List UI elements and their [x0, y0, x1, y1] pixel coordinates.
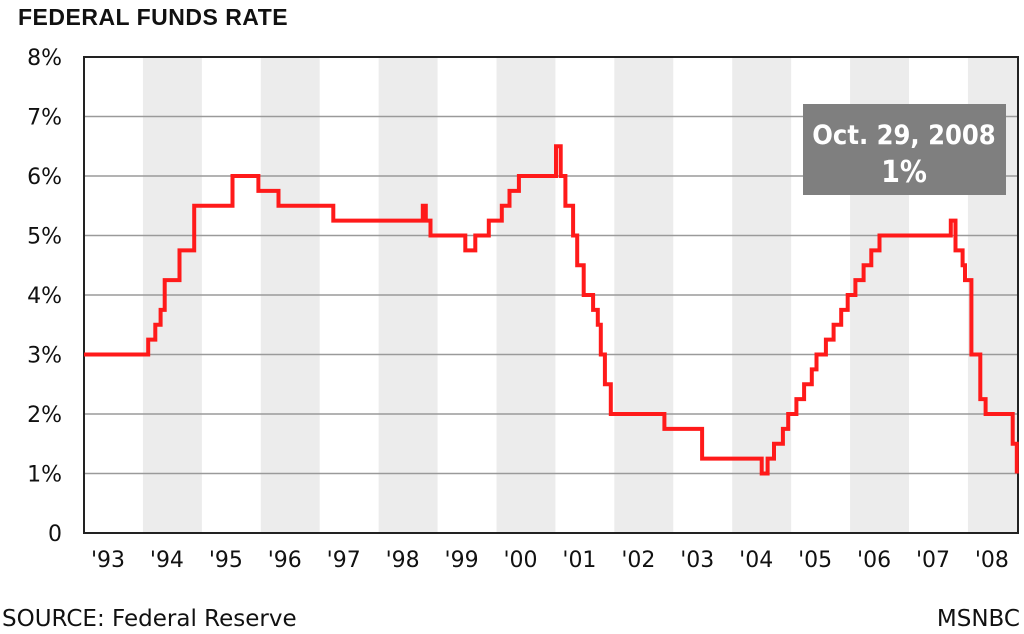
series-line-federal-funds-rate — [84, 144, 1019, 476]
x-tick-label: '06 — [857, 548, 891, 573]
x-tick-label: '98 — [386, 548, 420, 573]
y-tick-label: 3% — [27, 344, 62, 369]
plot-frame — [83, 56, 1019, 534]
x-tick-label: '99 — [445, 548, 479, 573]
y-tick-label: 0 — [48, 522, 62, 547]
x-tick-label: '96 — [268, 548, 302, 573]
y-tick-label: 7% — [27, 106, 62, 131]
x-tick-label: '94 — [150, 548, 184, 573]
x-tick-label: '01 — [562, 548, 596, 573]
chart-title: FEDERAL FUNDS RATE — [18, 4, 289, 30]
x-axis-tick-labels: '93 '94 '95 '96 '97 '98 '99 '00 '01 '02 '03 '04 '05 '… — [91, 548, 1009, 573]
x-tick-label: '04 — [739, 548, 773, 573]
annotation-value: 1% — [881, 155, 927, 190]
x-tick-label: '93 — [91, 548, 125, 573]
credit-label: MSNBC — [936, 606, 1020, 632]
y-tick-label: 8% — [27, 46, 62, 71]
y-axis-tick-labels: 0 1% 2% 3% 4% 5% 6% 7% 8% — [27, 46, 62, 547]
annotation-callout: Oct. 29, 2008 1% — [803, 104, 1006, 195]
y-tick-label: 5% — [27, 225, 62, 250]
x-tick-label: '08 — [975, 548, 1009, 573]
x-tick-label: '05 — [798, 548, 832, 573]
y-tick-label: 6% — [27, 165, 62, 190]
x-tick-label: '03 — [680, 548, 714, 573]
x-tick-label: '02 — [621, 548, 655, 573]
x-tick-label: '00 — [503, 548, 537, 573]
y-tick-label: 4% — [27, 284, 62, 309]
x-tick-label: '95 — [209, 548, 243, 573]
x-tick-label: '97 — [327, 548, 361, 573]
y-tick-label: 2% — [27, 403, 62, 428]
annotation-box — [803, 104, 1006, 195]
source-note: SOURCE: Federal Reserve — [2, 606, 297, 632]
x-tick-label: '07 — [916, 548, 950, 573]
y-tick-label: 1% — [27, 463, 62, 488]
annotation-date: Oct. 29, 2008 — [812, 120, 995, 151]
